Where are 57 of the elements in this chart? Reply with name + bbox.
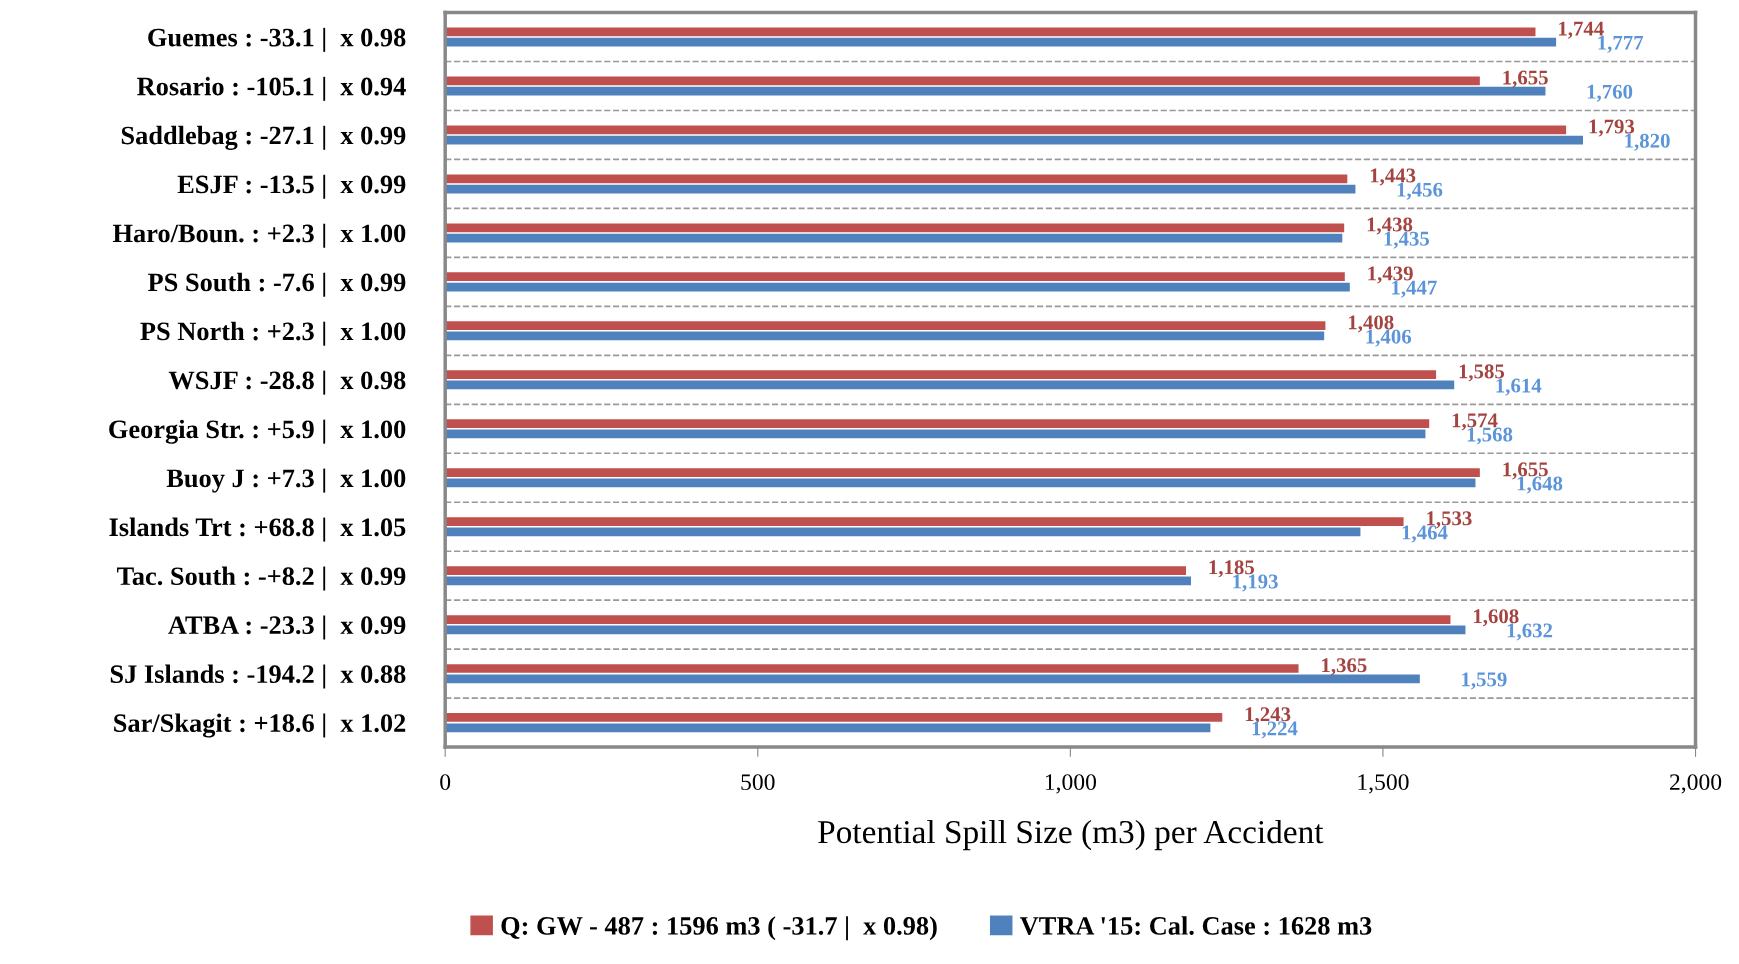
data-label: 1,365 bbox=[1322, 658, 1367, 676]
data-label: 1,760 bbox=[1587, 84, 1633, 102]
data-label: 1,559 bbox=[1462, 672, 1507, 690]
bar bbox=[445, 184, 1356, 194]
bar bbox=[445, 429, 1426, 439]
bar bbox=[445, 223, 1345, 233]
x-tick-label: 0 bbox=[440, 774, 451, 791]
y-tick-label: SJ Islands : -194.2 | x 0.88 bbox=[110, 664, 406, 689]
y-tick-label: Buoy J : +7.3 | x 1.00 bbox=[166, 468, 406, 493]
bar bbox=[445, 174, 1348, 184]
bar bbox=[445, 517, 1404, 526]
bar bbox=[445, 331, 1325, 341]
x-tick-label: 1,000 bbox=[1045, 774, 1097, 794]
x-axis-title: Potential Spill Size (m3) per Accident bbox=[818, 819, 1324, 851]
bar bbox=[445, 713, 1223, 722]
bar bbox=[445, 27, 1536, 37]
legend-label: VTRA '15: Cal. Case : 1628 m3 bbox=[1019, 916, 1372, 935]
bar bbox=[445, 615, 1451, 624]
bar bbox=[445, 468, 1480, 477]
y-tick-label: Haro/Boun. : +2.3 | x 1.00 bbox=[112, 223, 406, 248]
y-tick-label: Rosario : -105.1 | x 0.94 bbox=[137, 76, 406, 101]
y-tick-label: ATBA : -23.3 | x 0.99 bbox=[168, 615, 406, 640]
bar bbox=[445, 370, 1437, 380]
bar bbox=[445, 380, 1455, 390]
bar bbox=[445, 419, 1430, 429]
bar bbox=[445, 664, 1299, 673]
bar bbox=[445, 37, 1557, 47]
bar bbox=[445, 272, 1345, 282]
y-tick-label: Georgia Str. : +5.9 | x 1.00 bbox=[109, 419, 406, 444]
y-tick-label: PS South : -7.6 | x 0.99 bbox=[148, 272, 406, 297]
bar bbox=[445, 86, 1546, 96]
y-tick-label: WSJF : -28.8 | x 0.98 bbox=[168, 370, 406, 395]
bar bbox=[445, 723, 1211, 733]
bar bbox=[445, 576, 1192, 586]
bar bbox=[445, 135, 1583, 145]
y-tick-label: Islands Trt : +68.8 | x 1.05 bbox=[109, 517, 406, 542]
bar bbox=[445, 233, 1343, 243]
bar bbox=[445, 282, 1350, 292]
y-tick-label: ESJF : -13.5 | x 0.99 bbox=[177, 174, 406, 199]
bar bbox=[445, 674, 1420, 684]
bar bbox=[445, 321, 1326, 331]
data-label: 1,655 bbox=[1503, 70, 1548, 88]
bar bbox=[445, 625, 1466, 635]
y-tick-label: Sar/Skagit : +18.6 | x 1.02 bbox=[114, 713, 406, 738]
x-tick-label: 1,500 bbox=[1358, 774, 1409, 794]
bar bbox=[445, 478, 1476, 488]
y-tick-label: Guemes : -33.1 | x 0.98 bbox=[148, 27, 406, 52]
bar bbox=[445, 527, 1361, 537]
y-tick-label: Tac. South : -+8.2 | x 0.99 bbox=[117, 566, 406, 591]
legend-label: Q: GW - 487 : 1596 m3 ( -31.7 | x 0.98) bbox=[501, 916, 937, 941]
bar bbox=[445, 76, 1480, 86]
x-tick-label: 2,000 bbox=[1670, 774, 1722, 794]
bar bbox=[445, 125, 1567, 135]
y-tick-label: Saddlebag : -27.1 | x 0.99 bbox=[121, 125, 406, 150]
x-tick-label: 500 bbox=[741, 774, 775, 791]
bar bbox=[445, 566, 1187, 575]
y-tick-label: PS North : +2.3 | x 1.00 bbox=[140, 321, 406, 346]
